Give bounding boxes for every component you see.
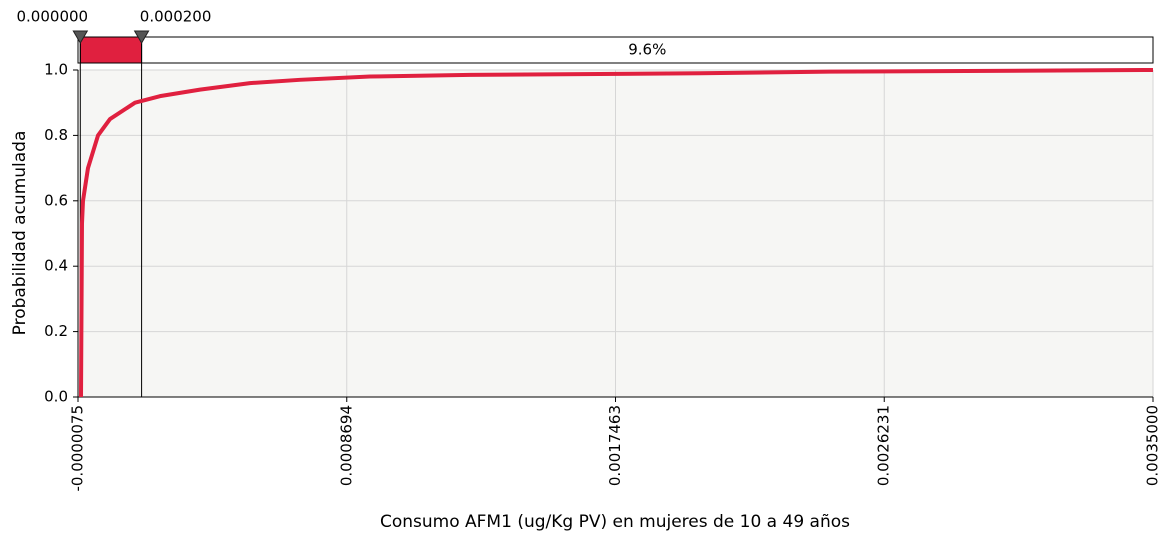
x-axis-label: Consumo AFM1 (ug/Kg PV) en mujeres de 10… <box>380 512 850 532</box>
x-tick-label: 0.0008694 <box>337 405 355 486</box>
region-label: 9.6% <box>628 41 666 59</box>
delimiter-handle <box>72 30 89 44</box>
y-tick-label: 0.4 <box>44 257 68 275</box>
y-axis-label: Probabilidad acumulada <box>10 131 30 336</box>
delimiter-region <box>79 36 143 64</box>
cdf-line <box>79 68 1154 398</box>
y-tick-label: 0.0 <box>44 388 68 406</box>
x-tick-label: 0.0035000 <box>1144 405 1162 486</box>
x-tick-label: -0.0000075 <box>69 405 87 492</box>
y-tick-label: 0.2 <box>44 322 68 340</box>
y-tick-label: 0.6 <box>44 191 68 209</box>
x-tick-label: 0.0017463 <box>606 405 624 486</box>
y-tick-label: 0.8 <box>44 126 68 144</box>
delimiter-label: 0.000200 <box>140 8 212 26</box>
x-tick-label: 0.0026231 <box>875 405 893 486</box>
delimiter-bar <box>77 36 1154 64</box>
y-tick-label: 1.0 <box>44 61 68 79</box>
delimiter-handle <box>133 30 150 44</box>
delimiter-label: 0.000000 <box>17 8 89 26</box>
